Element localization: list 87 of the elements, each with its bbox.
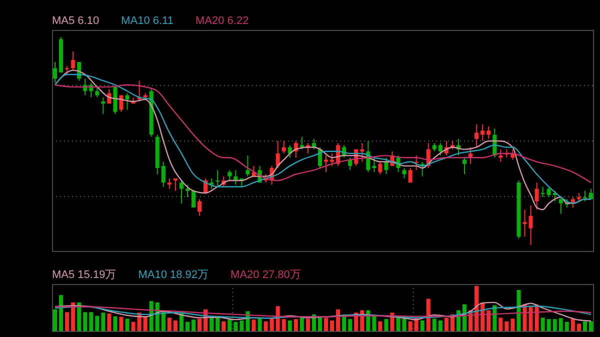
candlestick bbox=[480, 124, 485, 142]
candlestick bbox=[276, 140, 280, 169]
candlestick bbox=[53, 62, 57, 84]
bar bbox=[83, 312, 88, 332]
candlestick bbox=[161, 161, 166, 188]
bar bbox=[384, 319, 388, 332]
candlestick bbox=[282, 140, 286, 154]
bar bbox=[119, 316, 124, 332]
bar bbox=[113, 316, 118, 332]
candlestick bbox=[71, 51, 76, 71]
bar bbox=[294, 319, 298, 332]
bar bbox=[89, 312, 94, 332]
bar bbox=[53, 309, 57, 332]
candlestick bbox=[228, 170, 232, 181]
candlestick bbox=[438, 142, 442, 156]
bar bbox=[324, 318, 328, 332]
bar bbox=[546, 319, 551, 332]
candlestick bbox=[528, 204, 533, 246]
candlestick bbox=[408, 168, 412, 184]
bar bbox=[558, 318, 563, 332]
bar bbox=[432, 318, 436, 332]
bar bbox=[173, 320, 178, 332]
bar bbox=[540, 318, 545, 332]
text: MA10 6.11 bbox=[121, 15, 174, 28]
candlestick bbox=[522, 209, 527, 238]
bar bbox=[420, 320, 424, 332]
candlestick bbox=[216, 170, 220, 188]
candlestick bbox=[173, 178, 178, 192]
bar bbox=[552, 319, 557, 332]
candlestick bbox=[378, 161, 382, 175]
bar bbox=[330, 320, 334, 332]
text: MA20 27.80万 bbox=[230, 269, 301, 282]
candlestick bbox=[402, 168, 406, 179]
bar bbox=[167, 318, 172, 332]
text: MA5 6.10 bbox=[52, 15, 100, 28]
candlestick bbox=[125, 92, 130, 110]
candlestick bbox=[246, 155, 250, 177]
candlestick bbox=[210, 178, 214, 190]
candlestick bbox=[372, 157, 376, 173]
candlestick bbox=[474, 124, 479, 148]
bar bbox=[198, 318, 202, 332]
text: MA10 18.92万 bbox=[138, 269, 209, 282]
candlestick bbox=[540, 186, 545, 198]
candlestick bbox=[324, 155, 328, 173]
bar bbox=[270, 318, 274, 332]
bar bbox=[65, 312, 70, 332]
candlestick bbox=[167, 178, 172, 190]
candlestick bbox=[288, 144, 292, 158]
candlestick bbox=[534, 182, 539, 210]
candlestick bbox=[101, 96, 106, 114]
candlestick bbox=[198, 198, 202, 216]
bar bbox=[528, 307, 533, 332]
candlestick bbox=[300, 136, 304, 150]
candlestick bbox=[558, 196, 563, 214]
bar bbox=[576, 324, 581, 332]
bar bbox=[125, 318, 130, 332]
bar bbox=[192, 320, 196, 332]
bar bbox=[510, 318, 515, 332]
text: MA20 6.22 bbox=[195, 15, 249, 28]
bar bbox=[282, 319, 286, 332]
bar bbox=[498, 318, 503, 332]
candlestick bbox=[486, 126, 491, 140]
bar bbox=[288, 320, 292, 332]
candlestick bbox=[384, 157, 388, 175]
candlestick bbox=[330, 152, 334, 166]
bar bbox=[516, 290, 521, 332]
bar bbox=[348, 319, 352, 332]
candlestick bbox=[546, 186, 551, 198]
candlestick bbox=[360, 142, 364, 162]
bar bbox=[252, 320, 256, 332]
candlestick bbox=[348, 157, 352, 171]
bar bbox=[306, 318, 310, 332]
candlestick bbox=[582, 190, 587, 202]
bar bbox=[101, 312, 106, 332]
bar bbox=[95, 316, 100, 332]
candlestick bbox=[179, 180, 184, 204]
bar bbox=[372, 316, 376, 332]
bar bbox=[444, 318, 448, 332]
candlestick bbox=[95, 86, 100, 98]
candlestick bbox=[185, 184, 190, 198]
text: MA5 15.19万 bbox=[52, 269, 116, 282]
bar bbox=[240, 320, 244, 332]
bar bbox=[59, 295, 64, 332]
bar bbox=[107, 314, 112, 332]
candlestick bbox=[462, 157, 467, 175]
bar bbox=[438, 320, 442, 332]
candlestick bbox=[498, 148, 503, 162]
